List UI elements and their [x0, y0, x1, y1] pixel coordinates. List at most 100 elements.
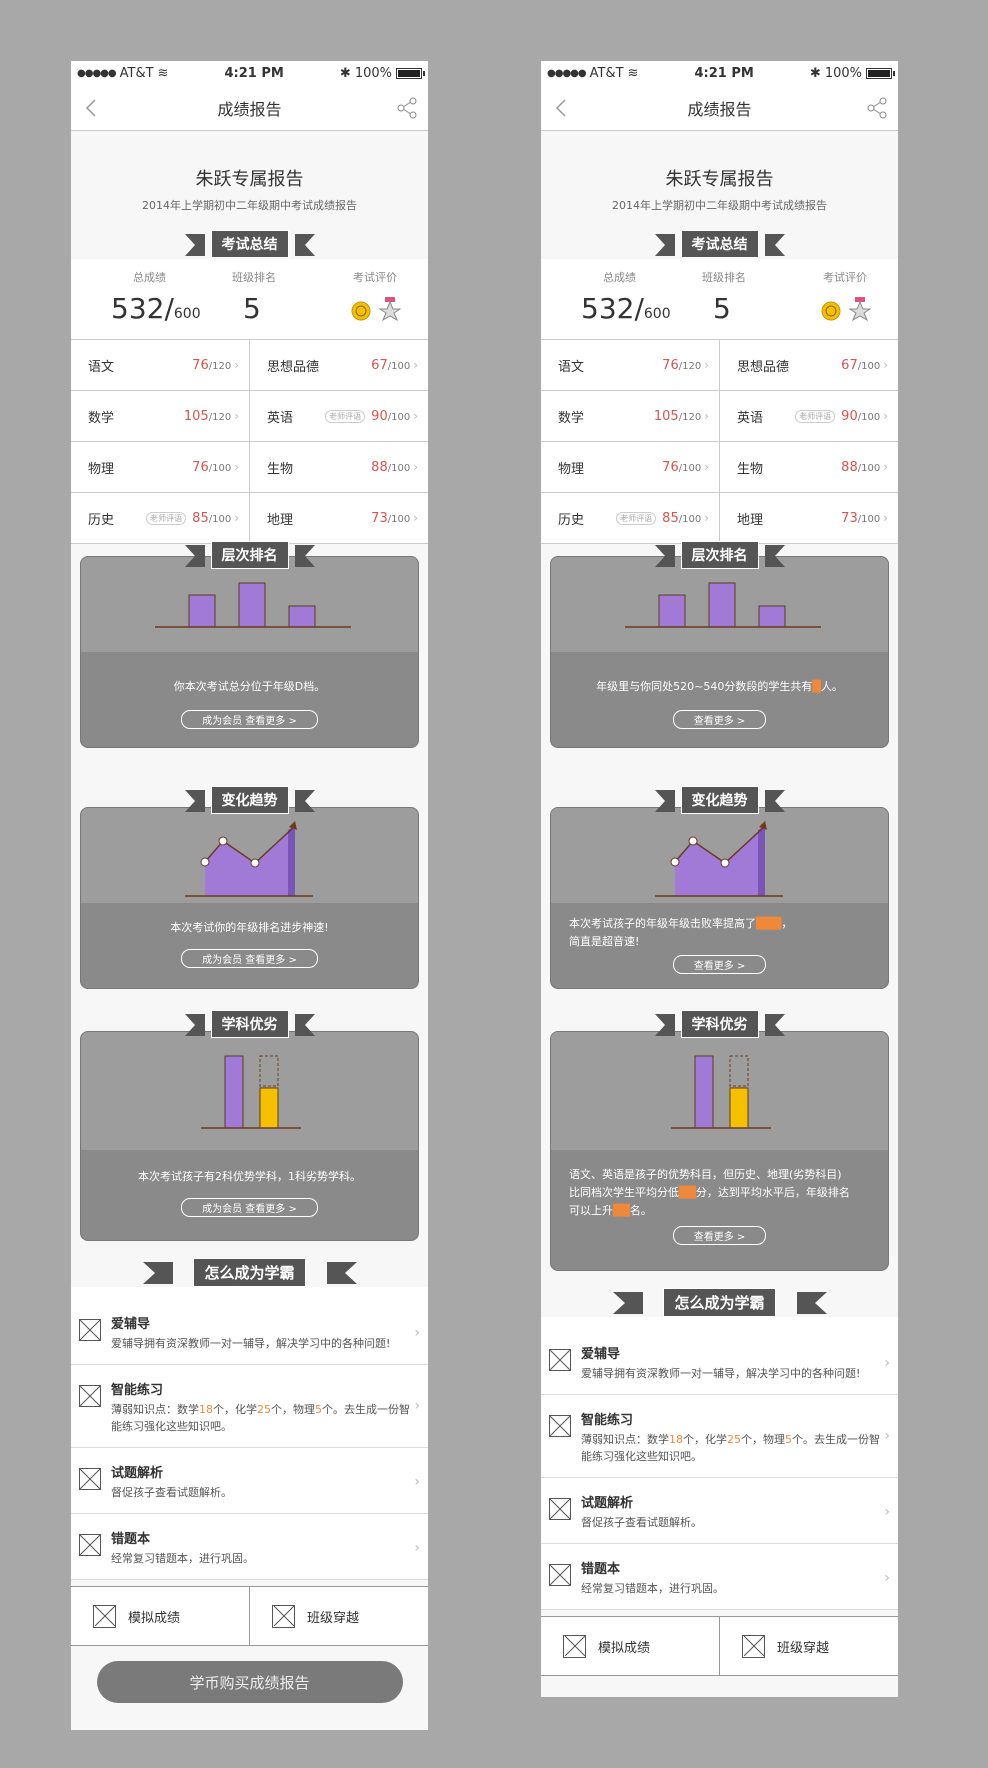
chevron-right-icon: › [883, 409, 888, 423]
tab-mock-score[interactable]: 模拟成绩 [71, 1587, 250, 1645]
battery-percent: 100% [824, 66, 862, 81]
ribbon-trend: 变化趋势 [541, 785, 898, 815]
more-button[interactable]: 查看更多 > [672, 710, 767, 729]
list-item-mistakes[interactable]: 错题本 经常复习错题本，进行巩固。 › [71, 1514, 428, 1580]
subject-cell-moral[interactable]: 思想品德 67/100 › [250, 340, 428, 390]
member-more-button[interactable]: 成为会员 查看更多 > [181, 710, 318, 729]
item-title: 智能练习 [581, 1413, 634, 1428]
ribbon-shape [184, 234, 315, 256]
ribbon-label: 变化趋势 [210, 786, 289, 814]
share-icon[interactable] [396, 97, 418, 119]
list-item-tutor[interactable]: 爱辅导 爱辅导拥有资深教师一对一辅导，解决学习中的各种问题! › [71, 1299, 428, 1365]
chevron-right-icon: › [704, 460, 709, 474]
chevron-right-icon: › [413, 358, 418, 372]
subject-cell-biology[interactable]: 生物 88/100 › [250, 442, 428, 492]
chevron-right-icon: › [884, 1355, 890, 1371]
ribbon-howto: 怎么成为学霸 [541, 1287, 898, 1317]
member-more-button[interactable]: 成为会员 查看更多 > [181, 1198, 318, 1217]
carrier-label: AT&T [589, 66, 624, 81]
subject-name: 历史 [88, 512, 115, 528]
item-desc: 爱辅导拥有资深教师一对一辅导，解决学习中的各种问题! [581, 1367, 861, 1380]
subject-name: 生物 [737, 461, 764, 477]
tab-label: 模拟成绩 [598, 1640, 651, 1656]
trend-description: 本次考试孩子的年级年级击败率提高了███， 简直是超音速! [569, 917, 793, 948]
subject-cell-math[interactable]: 数学 105/120 › [541, 391, 720, 441]
subject-cell-chinese[interactable]: 语文 76/120 › [541, 340, 720, 390]
ribbon-label: 学科优劣 [210, 1010, 289, 1038]
list-item-analysis[interactable]: 试题解析 督促孩子查看试题解析。 › [541, 1478, 898, 1544]
list-item-mistakes[interactable]: 错题本 经常复习错题本，进行巩固。 › [541, 1544, 898, 1610]
ribbon-shape [184, 790, 315, 812]
subject-cell-chinese[interactable]: 语文 76/120 › [71, 340, 250, 390]
subject-cell-physics[interactable]: 物理 76/100 › [541, 442, 720, 492]
tab-label: 模拟成绩 [128, 1610, 181, 1626]
subject-score: 73/100 [371, 510, 411, 526]
share-icon[interactable] [866, 97, 888, 119]
subject-cell-physics[interactable]: 物理 76/100 › [71, 442, 250, 492]
subject-cell-geography[interactable]: 地理 73/100 › [250, 493, 428, 543]
star-medal-icon [378, 297, 401, 322]
item-desc: 督促孩子查看试题解析。 [111, 1486, 232, 1499]
wifi-icon: ≋ [627, 66, 639, 81]
subject-name: 英语 [267, 410, 294, 426]
subject-cell-english[interactable]: 英语 老师评语 90/100 › [250, 391, 428, 441]
total-score: 532/600 [581, 292, 671, 325]
chevron-right-icon: › [883, 358, 888, 372]
member-more-button[interactable]: 成为会员 查看更多 > [181, 949, 318, 968]
ribbon-label: 层次排名 [210, 541, 289, 569]
subject-score: 90/100 [841, 408, 881, 424]
subject-cell-math[interactable]: 数学 105/120 › [71, 391, 250, 441]
bluetooth-icon: ✱ [339, 66, 351, 81]
report-header: 朱跃专属报告 2014年上学期初中二年级期中考试成绩报告 [71, 131, 428, 259]
subject-name: 生物 [267, 461, 294, 477]
tab-class-cross[interactable]: 班级穿越 [250, 1587, 428, 1645]
subject-cell-history[interactable]: 历史 老师评语 85/100 › [71, 493, 250, 543]
back-icon[interactable] [81, 97, 103, 119]
page-title: 成绩报告 [687, 100, 752, 119]
more-button[interactable]: 查看更多 > [672, 955, 767, 974]
total-score: 532/600 [111, 292, 201, 325]
item-desc: 督促孩子查看试题解析。 [581, 1516, 702, 1529]
subject-cell-biology[interactable]: 生物 88/100 › [720, 442, 898, 492]
total-max: 600 [173, 306, 201, 322]
item-title: 智能练习 [111, 1383, 164, 1398]
subject-grid: 语文 76/120 › 思想品德 67/100 › 数学 105/120 › 英语 老师评语 9… [541, 339, 898, 544]
report-subtitle: 2014年上学期初中二年级期中考试成绩报告 [612, 199, 827, 212]
eval-label: 考试评价 [353, 271, 397, 284]
list-item-practice[interactable]: 智能练习 薄弱知识点：数学18个，化学25个，物理5个。去生成一份智能练习强化这些… [71, 1365, 428, 1448]
ribbon-label: 变化趋势 [680, 786, 759, 814]
rank-label: 班级排名 [702, 271, 746, 284]
level-description: 你本次考试总分位于年级D档。 [173, 680, 326, 693]
image-placeholder-icon [272, 1604, 295, 1628]
tab-class-cross[interactable]: 班级穿越 [720, 1617, 898, 1675]
subject-cell-geography[interactable]: 地理 73/100 › [720, 493, 898, 543]
subject-cell-english[interactable]: 英语 老师评语 90/100 › [720, 391, 898, 441]
chevron-right-icon: › [234, 511, 239, 525]
buy-report-button[interactable]: 学币购买成绩报告 [96, 1661, 403, 1703]
list-item-practice[interactable]: 智能练习 薄弱知识点：数学18个，化学25个，物理5个。去生成一份智能练习强化这些… [541, 1395, 898, 1478]
teacher-comment-tag: 老师评语 [616, 511, 657, 525]
ribbon-label: 怎么成为学霸 [663, 1287, 776, 1317]
more-button[interactable]: 查看更多 > [672, 1226, 767, 1245]
subject-cell-history[interactable]: 历史 老师评语 85/100 › [541, 493, 720, 543]
tab-mock-score[interactable]: 模拟成绩 [541, 1617, 720, 1675]
chevron-right-icon: › [414, 1474, 420, 1490]
subject-name: 地理 [737, 512, 764, 528]
clock: 4:21 PM [694, 66, 754, 81]
teacher-comment-tag: 老师评语 [146, 511, 187, 525]
list-item-tutor[interactable]: 爱辅导 爱辅导拥有资深教师一对一辅导，解决学习中的各种问题! › [541, 1329, 898, 1395]
subject-name: 数学 [558, 410, 585, 426]
subject-cell-moral[interactable]: 思想品德 67/100 › [720, 340, 898, 390]
subject-score: 88/100 [841, 459, 881, 475]
ribbon-shape [142, 1262, 357, 1284]
list-item-analysis[interactable]: 试题解析 督促孩子查看试题解析。 › [71, 1448, 428, 1514]
subject-name: 物理 [88, 461, 115, 477]
subject-score: 67/100 [371, 357, 411, 373]
back-icon[interactable] [551, 97, 573, 119]
battery-icon [395, 68, 425, 79]
class-rank: 5 [243, 292, 261, 325]
ribbon-label: 学科优劣 [680, 1010, 759, 1038]
medal-icons [821, 297, 871, 322]
level-card: 你本次考试总分位于年级D档。成为会员 查看更多 > [80, 556, 419, 748]
subject-illustration [671, 1055, 771, 1129]
